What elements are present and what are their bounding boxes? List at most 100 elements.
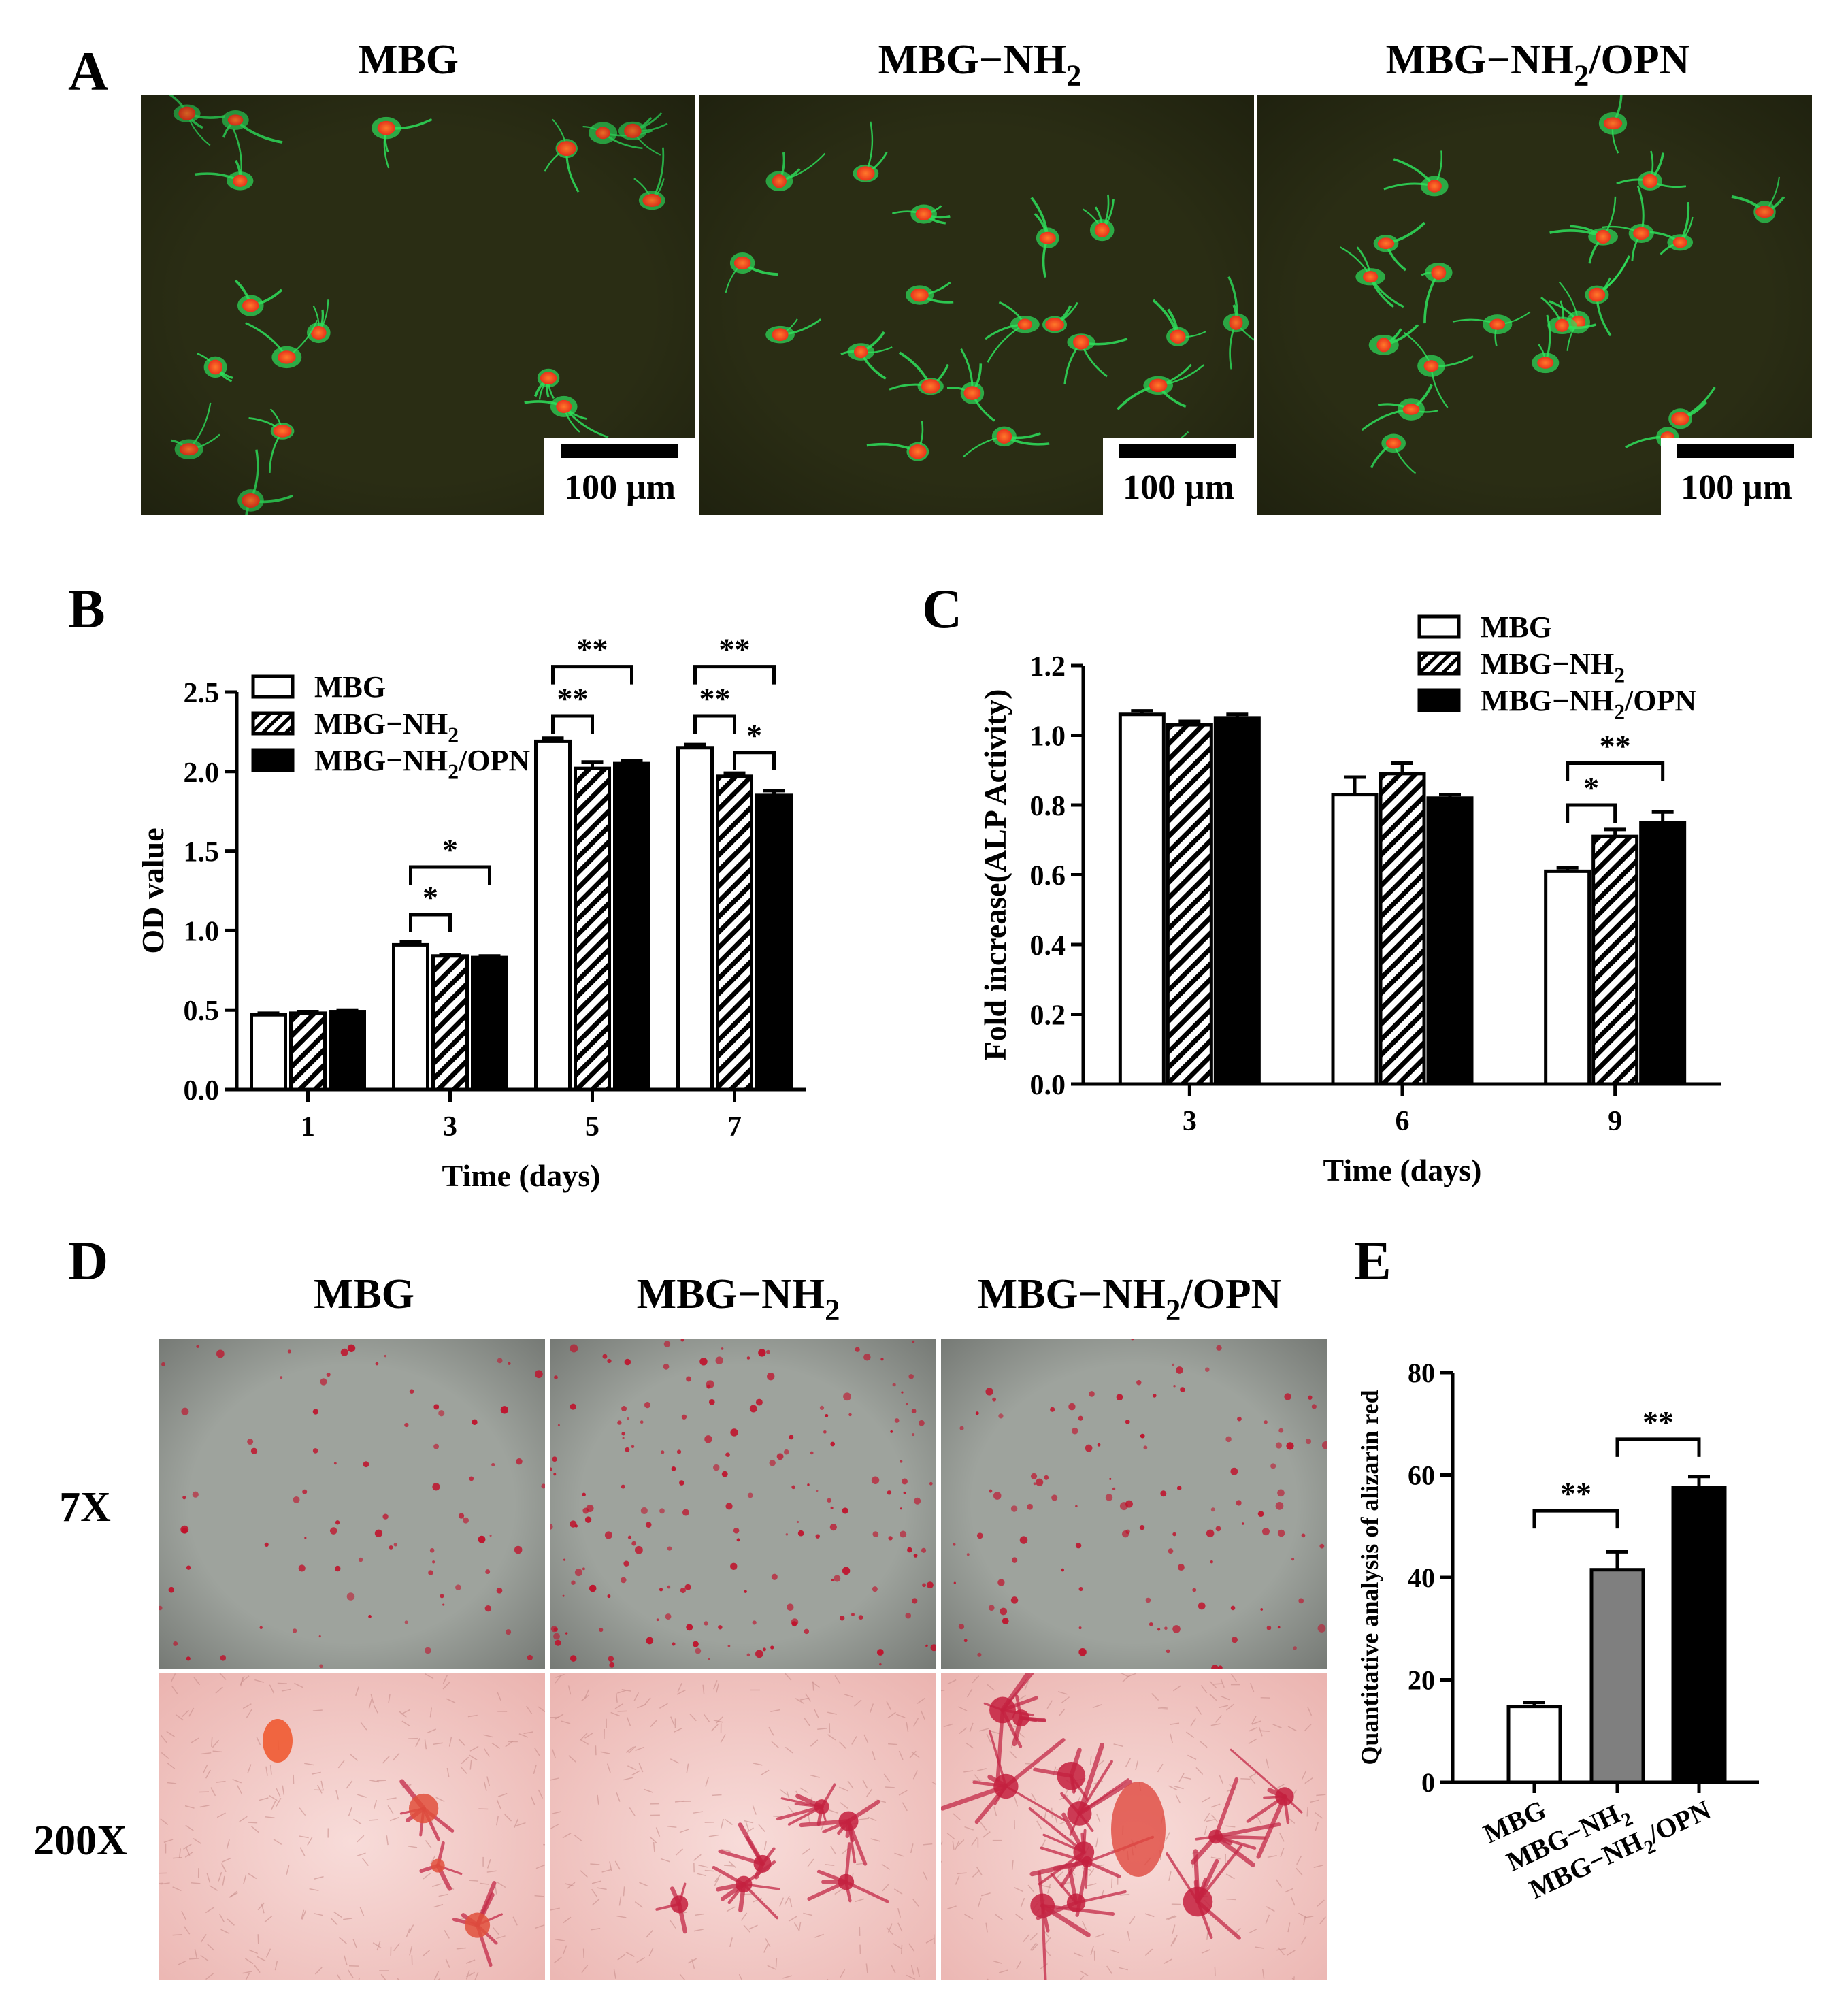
mineral-nodule: [368, 1615, 372, 1618]
mineral-nodule: [758, 1349, 766, 1357]
cell-outline: [590, 1863, 600, 1865]
cell-outline: [191, 1882, 201, 1884]
mineral-nodule: [1278, 1428, 1284, 1433]
cell-outline: [1144, 1913, 1155, 1918]
cell-outline: [886, 1701, 892, 1711]
cell-outline: [1303, 1916, 1306, 1926]
cell-outline: [408, 1924, 414, 1934]
panel-d-image-r0-c1: [550, 1339, 936, 1669]
mineral-nodule: [186, 1565, 191, 1570]
cell-outline: [370, 1694, 374, 1704]
mineral-nodule: [516, 1458, 523, 1465]
cell-outline: [923, 1871, 928, 1881]
cell-outline: [584, 1689, 590, 1699]
panel-letter-a: A: [68, 40, 108, 102]
cell-outline: [998, 1969, 1008, 1973]
cell-outline: [333, 1911, 342, 1918]
mineral-nodule: [905, 1403, 908, 1406]
mineral-nodule: [834, 1575, 841, 1582]
legend-label: MBG−NH2/OPN: [314, 744, 530, 783]
mineral-nodule: [589, 1584, 597, 1592]
cell-outline: [1157, 1763, 1164, 1773]
mineral-nodule: [621, 1577, 627, 1584]
cell-outline: [965, 1742, 974, 1749]
cell-outline: [825, 1863, 835, 1867]
cell-outline: [644, 1788, 653, 1793]
cell-outline: [702, 1684, 705, 1694]
mineral-nodule: [570, 1520, 577, 1528]
significance-label: *: [423, 880, 438, 915]
y-axis-label: OD value: [135, 827, 170, 953]
cell-outline: [1261, 1969, 1265, 1979]
mineral-nodule: [755, 1398, 763, 1406]
cell-outline: [486, 1870, 497, 1873]
cell-outline: [562, 1833, 572, 1839]
mineral-nodule: [374, 1529, 383, 1537]
cell-outline: [555, 1714, 564, 1720]
cell-outline: [667, 1825, 677, 1828]
cell-outline: [635, 1746, 645, 1751]
cell-outline: [895, 1714, 906, 1718]
mineral-nodule: [196, 1345, 199, 1348]
panel-a-titles: MBG MBG−NH2 MBG−NH2/OPN: [358, 37, 1689, 92]
cell-outline: [301, 1909, 305, 1920]
cell-outline: [382, 1756, 390, 1764]
mineral-nodule: [890, 1430, 893, 1433]
cell-outline: [281, 1688, 291, 1692]
cell-outline: [1014, 1887, 1023, 1892]
cell-outline: [1169, 1722, 1180, 1726]
cell-outline: [1275, 1784, 1285, 1790]
cell-outline: [172, 1886, 182, 1892]
mineral-nodule: [855, 1347, 860, 1352]
mineral-nodule: [541, 1483, 545, 1489]
vignette: [159, 1339, 545, 1669]
mineral-nodule: [1225, 1436, 1232, 1443]
bar-solid: [1426, 796, 1474, 1086]
mineral-nodule: [1192, 1588, 1197, 1592]
mineral-nodule: [1011, 1557, 1018, 1563]
cell-outline: [299, 1807, 306, 1816]
mineral-nodule: [966, 1553, 970, 1556]
cell-outline: [256, 1736, 261, 1745]
cell-outline: [1248, 1738, 1257, 1745]
cell-outline: [562, 1945, 567, 1955]
legend-label-main: MBG−NH: [1481, 647, 1614, 681]
bar-hatch: [289, 1011, 327, 1092]
cell-outline: [1046, 1884, 1051, 1894]
cell-outline: [623, 1777, 633, 1781]
cell-outline: [239, 1816, 248, 1822]
mineral-nodule: [1121, 1530, 1129, 1538]
cell-outline: [743, 1924, 750, 1933]
mineral-nodule: [259, 1626, 263, 1629]
cell-outline: [724, 1865, 734, 1867]
cell-outline: [178, 1960, 187, 1965]
mineral-nodule: [554, 1375, 558, 1379]
mineral-nodule: [582, 1567, 585, 1571]
mineral-nodule: [769, 1460, 776, 1466]
cell-outline: [373, 1800, 378, 1809]
cell-outline: [265, 1948, 271, 1958]
cell-outline: [337, 1974, 342, 1980]
cell-outline: [787, 1806, 795, 1814]
mineral-nodule: [911, 1409, 917, 1414]
y-tick-label: 20: [1408, 1665, 1435, 1696]
mineral-nodule: [913, 1553, 918, 1558]
mineral-nodule: [553, 1633, 560, 1640]
mineral-cluster: [712, 1860, 780, 1920]
mineral-nodule: [312, 1409, 319, 1415]
cell-outline: [865, 1788, 873, 1797]
y-tick-label: 0.8: [1030, 791, 1066, 822]
panel-d-title-2-sub: 2: [1166, 1292, 1181, 1326]
mineral-nodule: [192, 1491, 199, 1498]
mineral-nodule: [1284, 1393, 1291, 1400]
mineral-nodule: [747, 1492, 753, 1498]
cell-outline: [1031, 1943, 1038, 1952]
cell-outline: [1095, 1813, 1101, 1823]
cell-outline: [636, 1957, 646, 1963]
mineral-nodule: [713, 1464, 720, 1471]
mineral-nodule: [997, 1579, 1005, 1586]
scalebar-line: [1119, 444, 1236, 458]
mineral-nodule: [640, 1420, 644, 1424]
mineral-nodule: [1044, 1475, 1049, 1480]
